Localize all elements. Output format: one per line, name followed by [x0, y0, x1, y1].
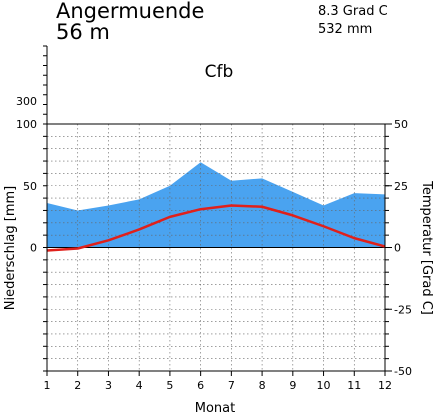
left-axis-label: Niederschlag [mm] — [3, 186, 18, 311]
right-tick-label: -50 — [394, 365, 412, 378]
x-tick-label: 10 — [317, 379, 331, 392]
climate-class-label: Cfb — [205, 62, 234, 82]
right-tick-label: -25 — [394, 303, 412, 316]
mean-temperature: 8.3 Grad C — [318, 4, 388, 19]
grid — [46, 123, 386, 372]
x-tick-label: 12 — [378, 379, 392, 392]
annual-precipitation: 532 mm — [318, 22, 373, 37]
left-tick-label: 100 — [16, 118, 37, 131]
precipitation-area-group — [46, 162, 386, 248]
upper-precip-axis: 300 — [16, 45, 48, 125]
x-tick-label: 11 — [347, 379, 361, 392]
upper-tick-label: 300 — [16, 95, 37, 108]
x-axis-label: Monat — [195, 401, 235, 415]
x-tick-label: 9 — [289, 379, 296, 392]
temperature-line — [46, 204, 386, 252]
x-tick-label: 3 — [105, 379, 112, 392]
x-tick-label: 2 — [74, 379, 81, 392]
left-tick-label: 0 — [30, 242, 37, 255]
x-tick-label: 4 — [136, 379, 143, 392]
right-tick-label: 50 — [394, 118, 408, 131]
right-tick-label: 0 — [394, 242, 401, 255]
left-tick-label: 50 — [23, 180, 37, 193]
x-tick-label: 8 — [259, 379, 266, 392]
x-tick-label: 6 — [197, 379, 204, 392]
right-axis-label: Temperatur [Grad C] — [419, 180, 434, 315]
station-elevation: 56 m — [56, 20, 110, 44]
right-tick-label: 25 — [394, 180, 408, 193]
precipitation-area — [47, 162, 385, 248]
x-tick-label: 1 — [44, 379, 51, 392]
station-name: Angermuende — [56, 0, 205, 23]
x-tick-label: 5 — [166, 379, 173, 392]
climate-class-group: Cfb — [205, 62, 234, 82]
x-tick-label: 7 — [228, 379, 235, 392]
